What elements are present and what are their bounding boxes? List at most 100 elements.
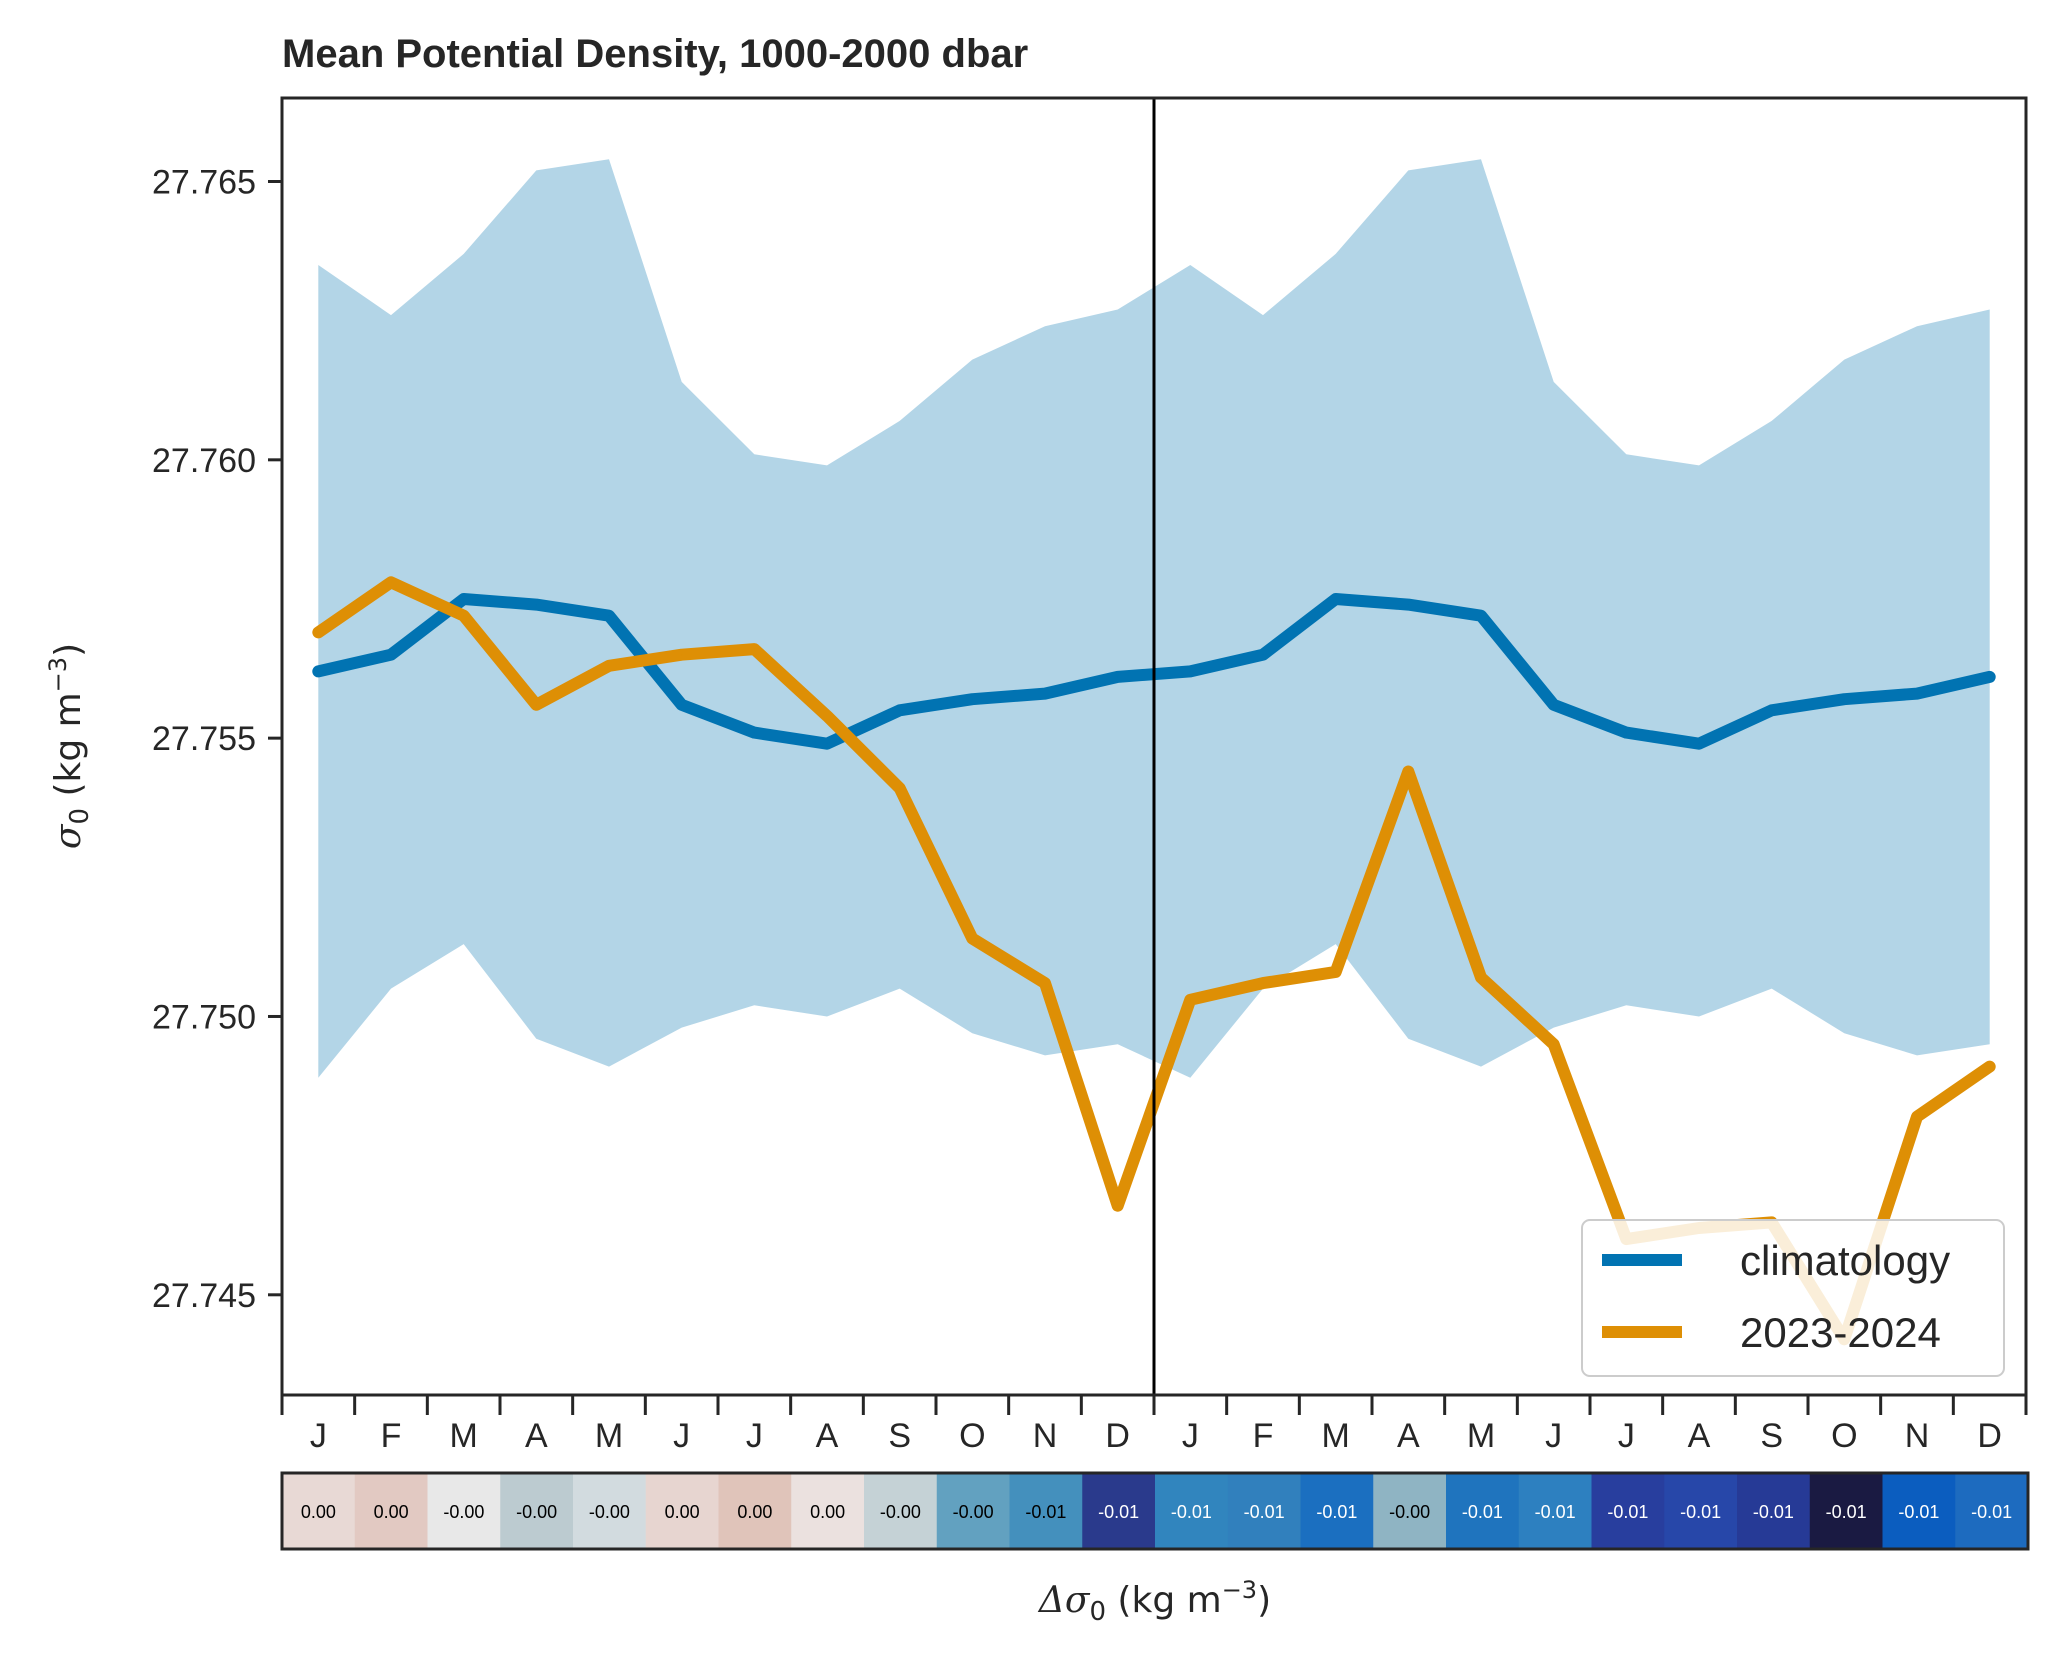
x-axis-label-unit: (kg m xyxy=(1106,1580,1222,1621)
anomaly-cell xyxy=(427,1473,501,1549)
anomaly-cell xyxy=(1009,1473,1083,1549)
series-point-climatology xyxy=(1117,676,1119,678)
chart-title: Mean Potential Density, 1000-2000 dbar xyxy=(282,32,1028,76)
y-tick-label: 27.745 xyxy=(152,1277,256,1315)
x-month-label: A xyxy=(1688,1417,1711,1455)
y-axis-label-unit: (kg m xyxy=(48,692,89,808)
y-axis-label-close: ) xyxy=(48,643,89,657)
x-axis-label-exponent: −3 xyxy=(1222,1576,1257,1604)
plot-area xyxy=(312,98,1996,1395)
x-month-label: J xyxy=(1545,1417,1562,1455)
series-point-2023-2024 xyxy=(463,615,465,617)
legend: climatology 2023-2024 xyxy=(1581,1219,2005,1377)
series-point-climatology xyxy=(1916,693,1918,695)
anomaly-cell xyxy=(936,1473,1010,1549)
series-point-climatology xyxy=(1698,743,1700,745)
anomaly-cell xyxy=(573,1473,647,1549)
series-point-climatology xyxy=(1189,670,1191,672)
series-point-2023-2024 xyxy=(1480,977,1482,978)
x-month-label: D xyxy=(1105,1417,1130,1455)
x-month-label: F xyxy=(381,1417,402,1455)
series-point-2023-2024 xyxy=(971,938,973,939)
series-point-2023-2024 xyxy=(1553,1043,1555,1045)
x-month-label: J xyxy=(746,1417,763,1455)
anomaly-cell xyxy=(1373,1473,1447,1549)
y-axis-label: σ0 (kg m−3) xyxy=(44,643,95,849)
series-point-climatology xyxy=(1553,704,1555,706)
series-point-climatology xyxy=(1335,598,1337,600)
x-month-label: O xyxy=(1831,1417,1857,1455)
anomaly-cell-label: -0.01 xyxy=(1680,1502,1721,1522)
x-month-label: D xyxy=(1977,1417,2002,1455)
y-tick-label: 27.765 xyxy=(152,163,256,201)
x-month-label: A xyxy=(1397,1417,1420,1455)
anomaly-cell-label: -0.01 xyxy=(1898,1502,1939,1522)
anomaly-cell xyxy=(718,1473,792,1549)
x-month-label: F xyxy=(1253,1417,1274,1455)
x-axis-label-close: ) xyxy=(1257,1580,1271,1621)
x-month-label: J xyxy=(673,1417,690,1455)
series-point-climatology xyxy=(463,598,465,600)
anomaly-cell xyxy=(1227,1473,1301,1549)
anomaly-cell-label: -0.00 xyxy=(953,1502,994,1522)
series-point-climatology xyxy=(1771,709,1773,711)
anomaly-cell xyxy=(1300,1473,1374,1549)
x-month-label: M xyxy=(450,1417,478,1455)
x-axis-label: Δσ0 (kg m−3) xyxy=(1037,1576,1271,1627)
x-month-label: N xyxy=(1905,1417,1930,1455)
anomaly-cell xyxy=(791,1473,865,1549)
series-point-climatology xyxy=(1989,676,1991,678)
series-point-2023-2024 xyxy=(608,665,610,667)
anomaly-cell-label: -0.01 xyxy=(1607,1502,1648,1522)
x-month-label: M xyxy=(1322,1417,1350,1455)
anomaly-cell-label: 0.00 xyxy=(737,1502,772,1522)
series-point-climatology xyxy=(608,615,610,617)
x-month-label: S xyxy=(888,1417,911,1455)
x-month-label: M xyxy=(595,1417,623,1455)
anomaly-cell xyxy=(1809,1473,1883,1549)
anomaly-cell-label: 0.00 xyxy=(810,1502,845,1522)
anomaly-cell-label: -0.01 xyxy=(1753,1502,1794,1522)
series-point-climatology xyxy=(317,670,319,672)
x-axis-label-symbol: Δσ xyxy=(1037,1580,1091,1621)
x-month-label: O xyxy=(959,1417,985,1455)
series-point-2023-2024 xyxy=(1117,1205,1119,1207)
anomaly-cell-label: 0.00 xyxy=(301,1502,336,1522)
x-month-label: J xyxy=(1182,1417,1199,1455)
anomaly-cell-label: -0.01 xyxy=(1535,1502,1576,1522)
series-point-2023-2024 xyxy=(1262,982,1264,984)
series-point-climatology xyxy=(826,743,828,745)
series-point-climatology xyxy=(899,709,901,711)
x-month-label: J xyxy=(1618,1417,1635,1455)
anomaly-strip-frame xyxy=(280,1471,2030,1551)
series-point-2023-2024 xyxy=(753,648,755,650)
anomaly-cell xyxy=(645,1473,719,1549)
series-point-2023-2024 xyxy=(899,787,901,789)
series-point-climatology xyxy=(535,604,537,606)
series-point-climatology xyxy=(1480,615,1482,617)
series-point-climatology xyxy=(1843,698,1845,700)
anomaly-cell xyxy=(354,1473,428,1549)
anomaly-cell xyxy=(1446,1473,1520,1549)
y-axis-label-exponent: −3 xyxy=(44,657,72,692)
legend-box xyxy=(1581,1219,2005,1377)
anomaly-cell-label: -0.00 xyxy=(589,1502,630,1522)
anomaly-cell xyxy=(1591,1473,1665,1549)
y-tick-label: 27.760 xyxy=(152,442,256,480)
x-axis-label-subscript: 0 xyxy=(1089,1597,1106,1627)
anomaly-cell xyxy=(282,1473,356,1549)
anomaly-cell-label: 0.00 xyxy=(665,1502,700,1522)
y-axis-label-subscript: 0 xyxy=(65,808,95,825)
series-point-climatology xyxy=(1625,732,1627,734)
anomaly-cell xyxy=(864,1473,938,1549)
anomaly-cell xyxy=(1882,1473,1956,1549)
anomaly-cell xyxy=(1955,1473,2029,1549)
series-point-2023-2024 xyxy=(390,581,392,583)
x-month-label: N xyxy=(1033,1417,1058,1455)
series-point-climatology xyxy=(971,698,973,700)
x-month-label: M xyxy=(1467,1417,1495,1455)
y-tick-label: 27.755 xyxy=(152,720,256,758)
anomaly-cell-label: -0.00 xyxy=(443,1502,484,1522)
